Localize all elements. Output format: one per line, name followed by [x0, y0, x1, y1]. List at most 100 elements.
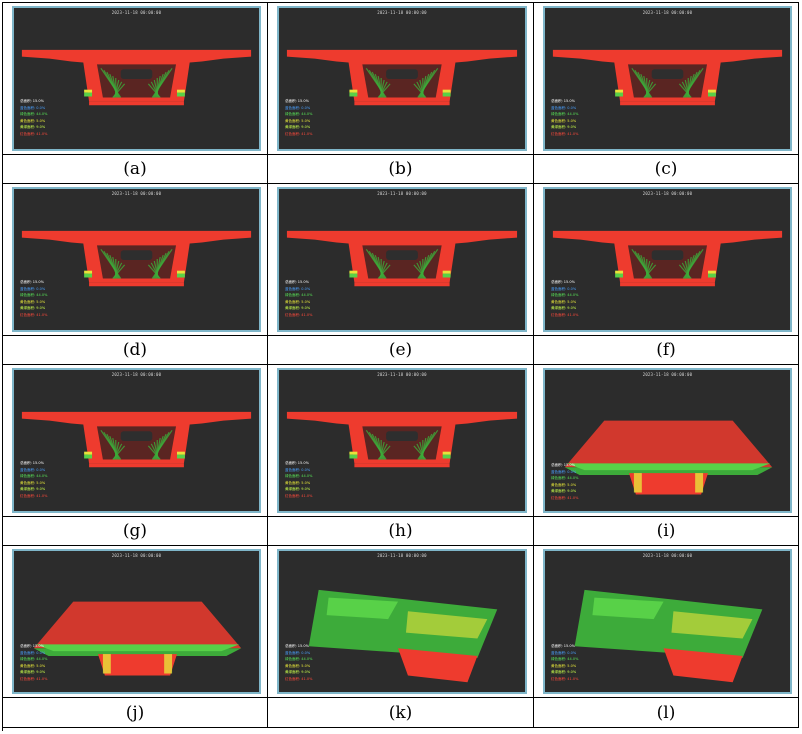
panel-render: [286, 411, 518, 468]
wall-band-yellow: [177, 89, 185, 93]
label-cell-a: (a): [3, 155, 268, 184]
deck-slab: [552, 230, 783, 244]
box-girder: [628, 473, 709, 495]
timestamp: 2023-11-18 00:00:00: [642, 553, 693, 558]
legend-item: 红色面积: 41.0%: [285, 131, 313, 136]
web-streaks: [100, 67, 173, 98]
wall-band-green: [177, 454, 185, 459]
web-right: [164, 654, 173, 674]
legend-item: 绿色面积: 44.0%: [551, 293, 579, 297]
legend-item: 黄色面积: 5.0%: [551, 482, 577, 487]
web-left: [633, 473, 642, 493]
area-legend: 总面积: 15.0% 蓝色面积: 0.0% 绿色面积: 44.0% 黄色面积: 5.0…: [285, 279, 312, 318]
wall-band-yellow: [349, 451, 358, 455]
panel-label: (b): [388, 159, 413, 179]
web-streaks: [100, 248, 173, 279]
label-cell-g: (g): [3, 517, 268, 546]
timestamp: 2023-11-18 00:00:00: [111, 191, 162, 196]
label-cell-f: (f): [534, 336, 799, 365]
timestamp: 2023-11-18 00:00:00: [377, 10, 427, 15]
legend-item: 总面积: 15.0%: [285, 280, 309, 284]
deck-patch: [326, 597, 399, 620]
area-legend: 总面积: 15.0% 蓝色面积: 0.0% 绿色面积: 44.0% 黄色面积: 5.0…: [551, 279, 578, 318]
wall-band-yellow: [442, 270, 451, 274]
inner-void: [386, 250, 418, 260]
legend-item: 黄绿面积: 9.0%: [285, 125, 311, 129]
area-legend: 总面积: 15.0% 蓝色面积: 0.0% 绿色面积: 44.0% 黄色面积: 5.0…: [551, 643, 578, 682]
cell-e: 2023-11-18 00:00:00 总面积: 15.0% 蓝色面积: 0.0% 绿…: [268, 184, 534, 336]
legend-item: 黄绿面积: 9.0%: [285, 487, 311, 491]
wall-band-yellow: [442, 89, 451, 93]
label-cell-b: (b): [268, 155, 534, 184]
web-streaks: [631, 248, 704, 279]
legend-item: 总面积: 15.0%: [20, 280, 44, 284]
label-cell-e: (e): [268, 336, 534, 365]
legend-item: 红色面积: 41.0%: [285, 676, 313, 681]
panel-h: 2023-11-18 00:00:00 总面积: 15.0% 蓝色面积: 0.0% 绿…: [277, 368, 527, 513]
legend-item: 蓝色面积: 0.0%: [20, 105, 46, 110]
panel-render: [21, 49, 252, 106]
legend-item: 总面积: 15.0%: [285, 99, 309, 103]
legend-item: 黄色面积: 5.0%: [551, 663, 577, 668]
bottom-flange: [620, 101, 715, 106]
bottom-flange: [354, 101, 450, 106]
panel-render: [308, 589, 498, 683]
legend-item: 总面积: 15.0%: [551, 99, 575, 103]
legend-item: 绿色面积: 44.0%: [551, 112, 579, 116]
area-legend: 总面积: 15.0% 蓝色面积: 0.0% 绿色面积: 44.0% 黄色面积: 5.0…: [285, 98, 312, 137]
legend-item: 黄色面积: 5.0%: [551, 118, 577, 123]
label-cell-j: (j): [3, 698, 268, 728]
area-legend: 总面积: 15.0% 蓝色面积: 0.0% 绿色面积: 44.0% 黄色面积: 5.0…: [285, 460, 312, 499]
legend-item: 蓝色面积: 0.0%: [20, 467, 46, 472]
legend-item: 总面积: 15.0%: [285, 644, 309, 648]
legend-item: 黄色面积: 5.0%: [551, 299, 577, 304]
legend-item: 绿色面积: 44.0%: [551, 476, 579, 480]
legend-item: 红色面积: 41.0%: [285, 312, 313, 317]
deck-patch: [405, 611, 488, 639]
wall-band-green: [349, 273, 358, 278]
legend-item: 黄绿面积: 9.0%: [20, 306, 46, 310]
legend-item: 红色面积: 41.0%: [551, 131, 579, 136]
area-legend: 总面积: 15.0% 蓝色面积: 0.0% 绿色面积: 44.0% 黄色面积: 5.0…: [20, 460, 47, 499]
legend-item: 黄绿面积: 9.0%: [20, 487, 46, 491]
panel-b: 2023-11-18 00:00:00 总面积: 15.0% 蓝色面积: 0.0% 绿…: [277, 6, 527, 151]
deck-patch: [592, 597, 664, 620]
deck-slab: [286, 411, 518, 425]
timestamp: 2023-11-18 00:00:00: [111, 10, 162, 15]
legend-item: 黄绿面积: 9.0%: [285, 670, 311, 674]
panel-render: [564, 420, 773, 495]
legend-item: 红色面积: 41.0%: [20, 676, 48, 681]
deck-slab: [21, 411, 252, 425]
cell-k: 2023-11-18 00:00:00 总面积: 15.0% 蓝色面积: 0.0% 绿…: [268, 546, 534, 698]
panel-render: [33, 601, 242, 676]
deck-slab: [286, 230, 518, 244]
legend-item: 红色面积: 41.0%: [285, 493, 313, 498]
wall-band-green: [84, 454, 93, 459]
web-right: [695, 473, 704, 493]
legend-item: 蓝色面积: 0.0%: [551, 469, 577, 474]
wall-band-yellow: [177, 270, 185, 274]
legend-item: 绿色面积: 44.0%: [20, 112, 48, 116]
bottom-flange: [89, 282, 184, 287]
inner-void: [651, 69, 684, 79]
inner-void: [386, 431, 418, 441]
wall-band-green: [615, 92, 624, 97]
cell-i: 2023-11-18 00:00:00 总面积: 15.0% 蓝色面积: 0.0% 绿…: [534, 365, 799, 517]
deck-band: [35, 644, 240, 652]
legend-item: 绿色面积: 44.0%: [285, 657, 313, 661]
wall-band-yellow: [615, 270, 624, 274]
inner-void: [651, 250, 684, 260]
legend-item: 红色面积: 41.0%: [20, 312, 48, 317]
timestamp: 2023-11-18 00:00:00: [642, 191, 693, 196]
area-legend: 总面积: 15.0% 蓝色面积: 0.0% 绿色面积: 44.0% 黄色面积: 5.0…: [285, 643, 312, 682]
box-girder: [97, 654, 178, 676]
legend-item: 黄色面积: 5.0%: [20, 480, 46, 485]
legend-item: 黄色面积: 5.0%: [285, 118, 311, 123]
panel-label: (l): [656, 702, 676, 723]
legend-item: 蓝色面积: 0.0%: [551, 650, 577, 655]
panel-label: (i): [656, 521, 676, 541]
box-girder: [398, 648, 478, 683]
panel-label: (a): [123, 159, 147, 179]
web-streaks: [631, 67, 704, 98]
legend-item: 蓝色面积: 0.0%: [551, 105, 577, 110]
